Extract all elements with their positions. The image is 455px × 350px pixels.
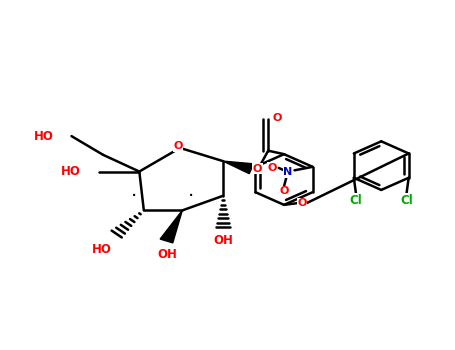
Text: ·: · [131, 187, 137, 206]
Text: O: O [267, 163, 277, 173]
Text: O: O [273, 113, 282, 123]
Text: N: N [283, 167, 293, 177]
Text: O: O [298, 198, 307, 208]
Polygon shape [223, 161, 254, 174]
Text: OH: OH [213, 234, 233, 247]
Polygon shape [160, 210, 182, 243]
Text: O: O [253, 164, 262, 174]
Text: HO: HO [34, 130, 53, 142]
Text: HO: HO [92, 243, 112, 256]
Text: Cl: Cl [350, 194, 363, 207]
Text: OH: OH [158, 248, 178, 261]
Text: O: O [279, 186, 289, 196]
Text: ·: · [188, 187, 194, 206]
Text: HO: HO [61, 165, 81, 178]
Text: O: O [173, 141, 182, 151]
Text: Cl: Cl [400, 194, 413, 207]
